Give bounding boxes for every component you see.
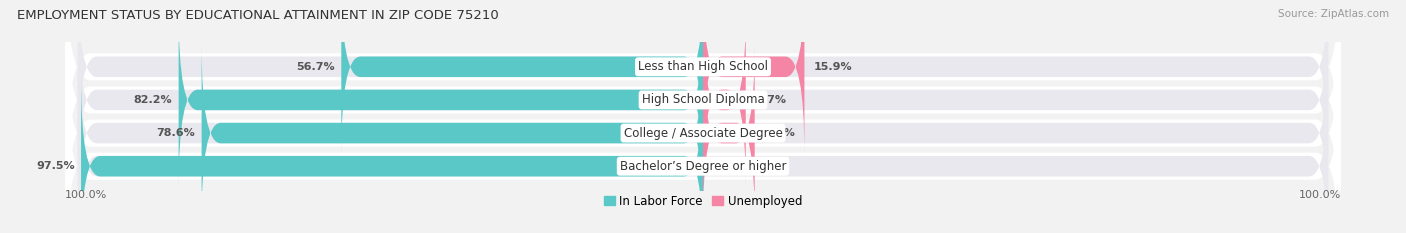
FancyBboxPatch shape [77,77,1329,233]
Text: 82.2%: 82.2% [134,95,173,105]
Text: 6.7%: 6.7% [755,95,786,105]
Text: High School Diploma: High School Diploma [641,93,765,106]
FancyBboxPatch shape [65,0,1341,219]
Text: Source: ZipAtlas.com: Source: ZipAtlas.com [1278,9,1389,19]
FancyBboxPatch shape [342,0,703,156]
Text: EMPLOYMENT STATUS BY EDUCATIONAL ATTAINMENT IN ZIP CODE 75210: EMPLOYMENT STATUS BY EDUCATIONAL ATTAINM… [17,9,499,22]
Legend: In Labor Force, Unemployed: In Labor Force, Unemployed [605,195,801,208]
Text: 56.7%: 56.7% [297,62,335,72]
FancyBboxPatch shape [77,11,1329,189]
FancyBboxPatch shape [77,0,1329,156]
Text: 97.5%: 97.5% [37,161,75,171]
FancyBboxPatch shape [703,11,745,189]
Text: 0.0%: 0.0% [713,161,744,171]
Text: 8.1%: 8.1% [765,128,796,138]
Text: 15.9%: 15.9% [814,62,852,72]
Text: 100.0%: 100.0% [1299,190,1341,200]
Text: 78.6%: 78.6% [156,128,195,138]
Text: Bachelor’s Degree or higher: Bachelor’s Degree or higher [620,160,786,173]
Text: 100.0%: 100.0% [65,190,107,200]
FancyBboxPatch shape [201,44,703,222]
FancyBboxPatch shape [703,0,804,156]
FancyBboxPatch shape [65,14,1341,233]
Text: College / Associate Degree: College / Associate Degree [624,127,782,140]
FancyBboxPatch shape [179,11,703,189]
FancyBboxPatch shape [82,77,703,233]
FancyBboxPatch shape [65,47,1341,233]
Text: Less than High School: Less than High School [638,60,768,73]
FancyBboxPatch shape [703,44,755,222]
FancyBboxPatch shape [77,44,1329,222]
FancyBboxPatch shape [65,0,1341,186]
